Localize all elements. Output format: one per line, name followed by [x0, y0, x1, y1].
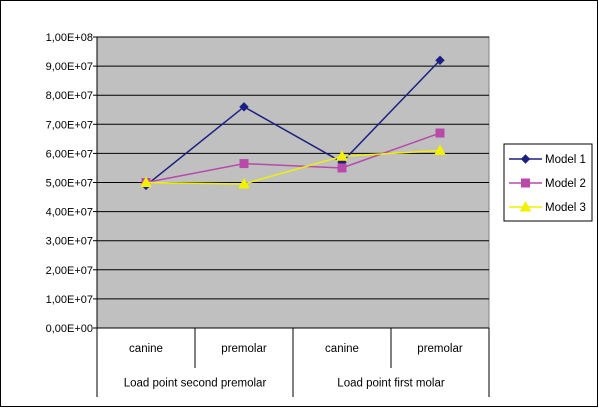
legend-item: Model 1	[509, 154, 586, 166]
legend-label: Model 3	[545, 202, 586, 214]
data-point	[435, 55, 445, 65]
legend-label: Model 2	[545, 178, 586, 190]
legend: Model 1 Model 2 Model 3	[503, 143, 593, 222]
series-3	[140, 144, 446, 189]
series-group	[140, 55, 446, 191]
y-tick-label: 9,00E+07	[46, 61, 93, 73]
y-tick-label: 0,00E+00	[46, 323, 93, 335]
y-tick-label: 6,00E+07	[46, 148, 93, 160]
y-tick-label: 7,00E+07	[46, 119, 93, 131]
series-line	[145, 149, 441, 185]
data-point	[238, 177, 250, 189]
y-tick-label: 3,00E+07	[46, 236, 93, 248]
y-tick-label: 2,00E+07	[46, 265, 93, 277]
legend-item: Model 3	[509, 200, 586, 214]
x-group-label: Load point first molar	[337, 378, 445, 390]
x-category-label: premolar	[417, 343, 463, 355]
y-tick-label: 5,00E+07	[46, 178, 93, 190]
legend-label: Model 1	[545, 154, 586, 166]
data-point	[337, 163, 347, 173]
y-tick-label: 8,00E+07	[46, 90, 93, 102]
data-point	[434, 144, 446, 155]
legend-marker	[521, 178, 530, 188]
data-point	[140, 176, 152, 187]
data-point	[239, 159, 249, 169]
data-point	[239, 102, 249, 112]
data-point	[435, 128, 445, 138]
data-point	[336, 150, 348, 161]
y-axis: 0,00E+00 1,00E+07 2,00E+07 3,00E+07 4,00E+07…	[46, 32, 98, 335]
x-category-label: canine	[129, 343, 163, 355]
x-category-label: premolar	[221, 343, 267, 355]
legend-marker	[519, 200, 532, 212]
series-line	[145, 59, 441, 186]
y-tick-label: 1,00E+07	[46, 294, 93, 306]
legend-marker	[520, 154, 531, 164]
legend-item: Model 2	[509, 178, 586, 190]
series-line	[145, 132, 441, 184]
x-category-label: canine	[325, 343, 359, 355]
y-tick-label: 1,00E+08	[46, 32, 93, 44]
x-group-label: Load point second premolar	[124, 378, 267, 390]
x-axis: canine premolar canine premolar Load point s…	[96, 327, 490, 397]
y-tick-label: 4,00E+07	[46, 207, 93, 219]
